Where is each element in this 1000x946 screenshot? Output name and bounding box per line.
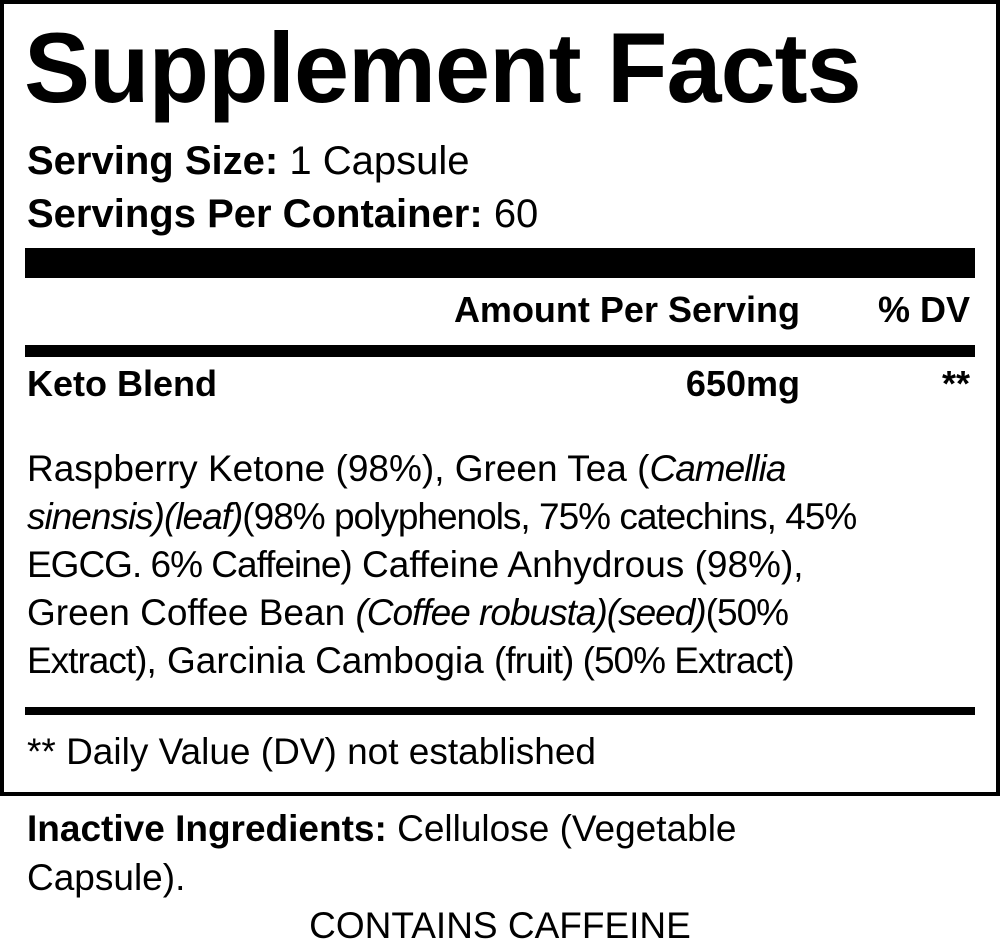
thick-divider xyxy=(25,248,975,278)
ingredient-text: (98% polyphenols, 75% catechins, 45% xyxy=(242,496,857,537)
thin-divider xyxy=(25,707,975,715)
ingredient-text: (Coffee robusta)(seed) xyxy=(355,592,706,633)
serving-size-label: Serving Size: xyxy=(27,139,279,183)
servings-per-container-value: 60 xyxy=(493,192,539,236)
panel-title: Supplement Facts xyxy=(24,12,862,123)
dv-header: % DV xyxy=(877,289,970,330)
ingredient-text: Green Coffee Bean xyxy=(27,592,356,633)
ingredient-text: Camellia xyxy=(649,448,786,489)
amount-per-serving-header: Amount Per Serving xyxy=(453,289,800,330)
ingredient-text: sinensis)(leaf) xyxy=(27,496,243,537)
inactive-ingredients: Inactive Ingredients: Cellulose (Vegetab… xyxy=(27,810,737,847)
dv-footnote: ** Daily Value (DV) not established xyxy=(27,731,596,772)
ingredients-line: Raspberry Ketone (98%), Green Tea (Camel… xyxy=(27,448,786,489)
ingredient-text: EGCG. 6% Caffeine) xyxy=(27,544,353,585)
ingredient-text: Caffeine Anhydrous (98%), xyxy=(351,544,804,585)
inactive-line1: Cellulose (Vegetable xyxy=(386,808,737,849)
ingredient-text: (fruit) (50% Extract) xyxy=(494,640,795,681)
ingredients-line: EGCG. 6% Caffeine) Caffeine Anhydrous (9… xyxy=(27,546,804,583)
medium-divider xyxy=(25,345,975,357)
inactive-label: Inactive Ingredients: xyxy=(27,808,387,849)
ingredient-text: (50% xyxy=(705,592,789,633)
blend-name: Keto Blend xyxy=(27,363,218,404)
ingredient-text: Extract) xyxy=(27,640,147,681)
supplement-facts-panel xyxy=(0,0,1000,796)
ingredients-line: sinensis)(leaf)(98% polyphenols, 75% cat… xyxy=(27,496,857,537)
serving-size: Serving Size: 1 Capsule xyxy=(27,141,469,181)
blend-dv: ** xyxy=(941,363,970,404)
inactive-line2: Capsule). xyxy=(27,857,186,898)
blend-amount: 650mg xyxy=(685,363,800,404)
serving-size-value: 1 Capsule xyxy=(289,139,470,183)
ingredient-text: Raspberry Ketone (98%), Green Tea ( xyxy=(27,448,650,489)
servings-per-container-label: Servings Per Container: xyxy=(27,192,483,236)
servings-per-container: Servings Per Container: 60 xyxy=(27,194,538,234)
caffeine-warning: CONTAINS CAFFEINE xyxy=(309,905,691,946)
ingredients-line: Extract), Garcinia Cambogia (fruit) (50%… xyxy=(27,640,795,681)
ingredient-text: , Garcinia Cambogia xyxy=(146,640,495,681)
ingredients-line: Green Coffee Bean (Coffee robusta)(seed)… xyxy=(27,592,789,633)
